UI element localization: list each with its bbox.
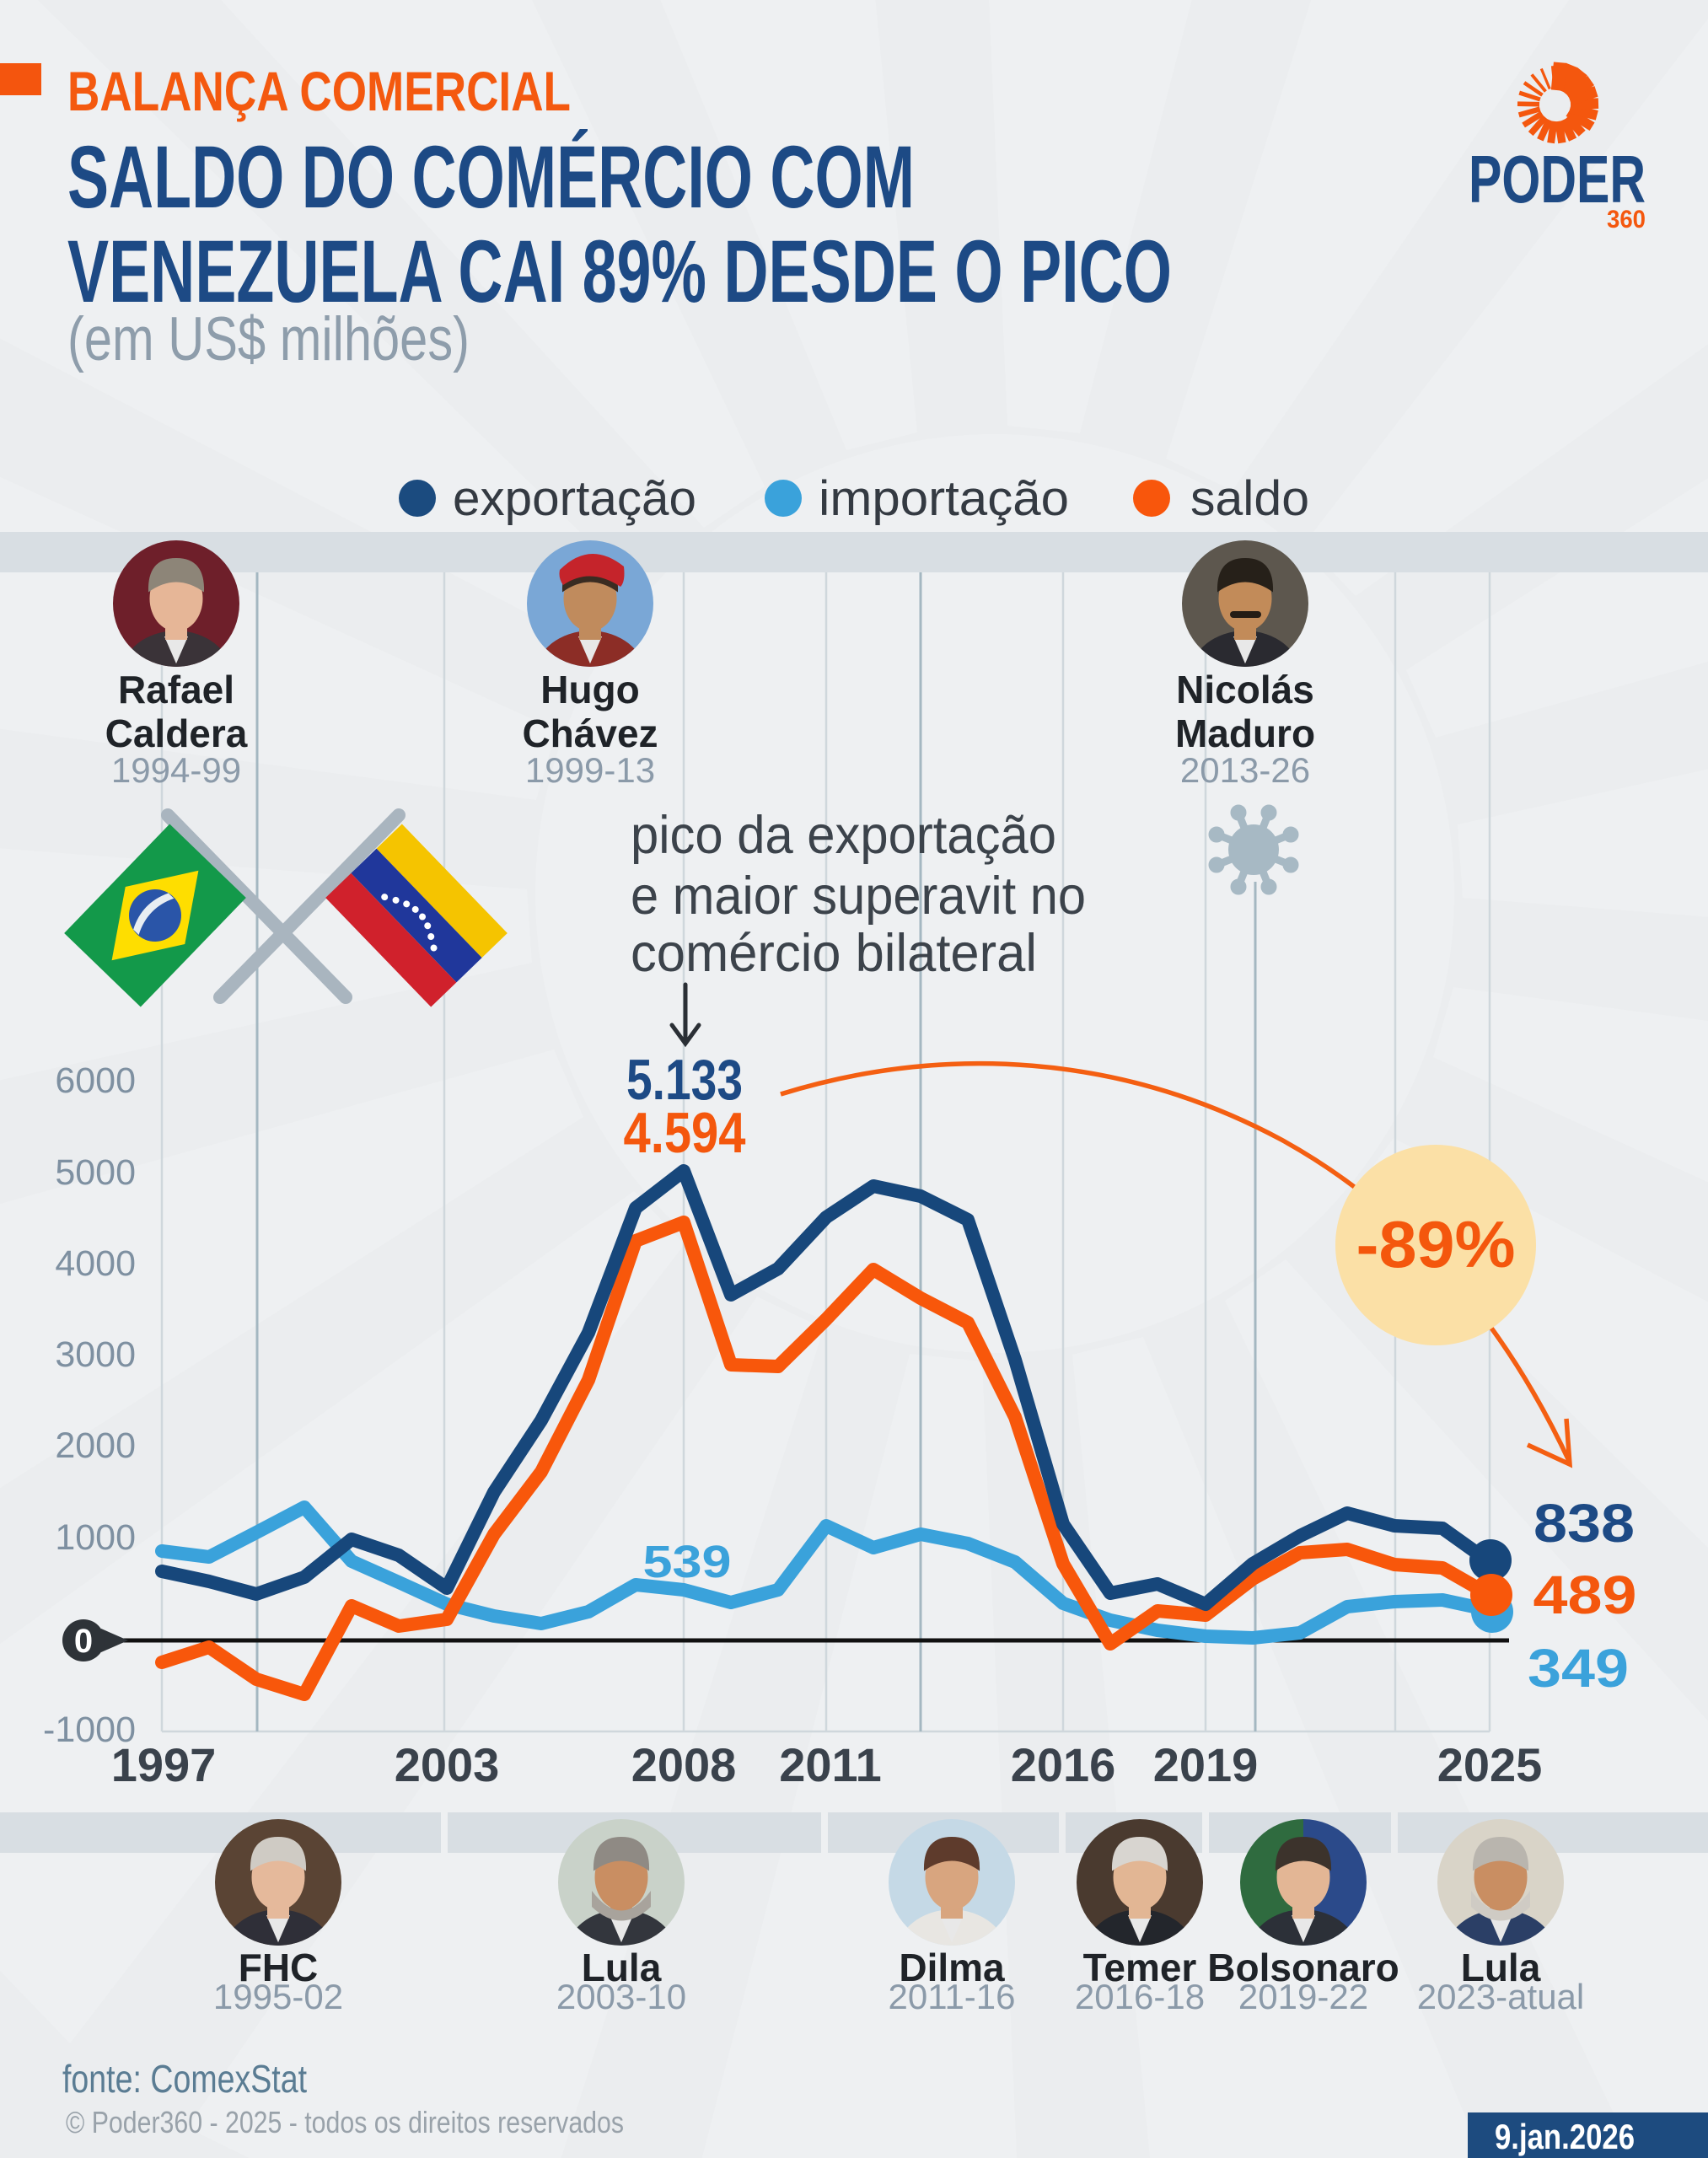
- svg-text:539: 539: [643, 1537, 732, 1587]
- svg-text:FHC: FHC: [239, 1946, 319, 1989]
- svg-text:4.594: 4.594: [624, 1101, 746, 1165]
- svg-text:Lula: Lula: [582, 1946, 662, 1989]
- svg-text:1000: 1000: [55, 1517, 136, 1558]
- svg-text:2016: 2016: [1011, 1738, 1116, 1791]
- svg-text:2003: 2003: [395, 1738, 500, 1791]
- svg-text:e maior superavit no: e maior superavit no: [631, 867, 1086, 926]
- svg-text:5.133: 5.133: [626, 1048, 743, 1112]
- svg-text:© Poder360 - 2025 - todos os d: © Poder360 - 2025 - todos os direitos re…: [66, 2105, 624, 2139]
- svg-text:838: 838: [1533, 1493, 1635, 1554]
- svg-text:2011-16: 2011-16: [888, 1977, 1015, 2016]
- svg-text:fonte: ComexStat: fonte: ComexStat: [62, 2057, 307, 2101]
- svg-text:4000: 4000: [55, 1243, 136, 1284]
- svg-text:comércio bilateral: comércio bilateral: [631, 924, 1037, 983]
- svg-text:6000: 6000: [55, 1060, 136, 1101]
- svg-text:2023-atual: 2023-atual: [1417, 1977, 1585, 2016]
- svg-text:2019: 2019: [1153, 1738, 1259, 1791]
- svg-text:Temer: Temer: [1083, 1946, 1197, 1989]
- svg-text:0: 0: [74, 1623, 93, 1660]
- svg-text:Bolsonaro: Bolsonaro: [1207, 1946, 1399, 1989]
- svg-text:2016-18: 2016-18: [1075, 1977, 1205, 2016]
- svg-text:1995-02: 1995-02: [213, 1977, 343, 2016]
- svg-text:2019-22: 2019-22: [1238, 1977, 1368, 2016]
- svg-text:489: 489: [1533, 1565, 1637, 1625]
- svg-text:importação: importação: [819, 471, 1069, 526]
- svg-text:-89%: -89%: [1356, 1207, 1516, 1281]
- svg-text:2013-26: 2013-26: [1180, 750, 1310, 790]
- svg-text:Rafael: Rafael: [118, 668, 234, 711]
- svg-text:2011: 2011: [779, 1738, 882, 1791]
- svg-text:(em US$ milhões): (em US$ milhões): [67, 305, 470, 373]
- svg-text:1997: 1997: [111, 1738, 217, 1791]
- svg-text:SALDO DO COMÉRCIO COM: SALDO DO COMÉRCIO COM: [67, 128, 915, 227]
- svg-text:BALANÇA COMERCIAL: BALANÇA COMERCIAL: [67, 60, 571, 122]
- svg-text:Caldera: Caldera: [105, 711, 248, 755]
- svg-text:3000: 3000: [55, 1334, 136, 1375]
- svg-text:360: 360: [1607, 206, 1646, 234]
- svg-text:-1000: -1000: [43, 1710, 136, 1750]
- svg-text:PODER: PODER: [1469, 142, 1646, 217]
- svg-text:pico da exportação: pico da exportação: [631, 806, 1056, 865]
- svg-text:Lula: Lula: [1461, 1946, 1541, 1989]
- svg-text:1994-99: 1994-99: [111, 750, 241, 790]
- svg-text:saldo: saldo: [1190, 471, 1309, 526]
- svg-text:2025: 2025: [1437, 1738, 1543, 1791]
- svg-text:1999-13: 1999-13: [525, 750, 655, 790]
- svg-text:Dilma: Dilma: [899, 1946, 1005, 1989]
- svg-text:2008: 2008: [631, 1738, 737, 1791]
- svg-text:5000: 5000: [55, 1152, 136, 1193]
- svg-text:Hugo: Hugo: [540, 668, 640, 711]
- svg-text:2003-10: 2003-10: [556, 1977, 686, 2016]
- svg-text:2000: 2000: [55, 1425, 136, 1466]
- svg-text:Chávez: Chávez: [522, 711, 658, 755]
- svg-text:9.jan.2026: 9.jan.2026: [1495, 2117, 1635, 2156]
- svg-text:349: 349: [1528, 1638, 1629, 1699]
- svg-text:Nicolás: Nicolás: [1176, 668, 1314, 711]
- svg-text:Maduro: Maduro: [1175, 711, 1315, 755]
- svg-text:VENEZUELA CAI 89% DESDE O PICO: VENEZUELA CAI 89% DESDE O PICO: [67, 223, 1172, 321]
- svg-text:exportação: exportação: [453, 471, 696, 526]
